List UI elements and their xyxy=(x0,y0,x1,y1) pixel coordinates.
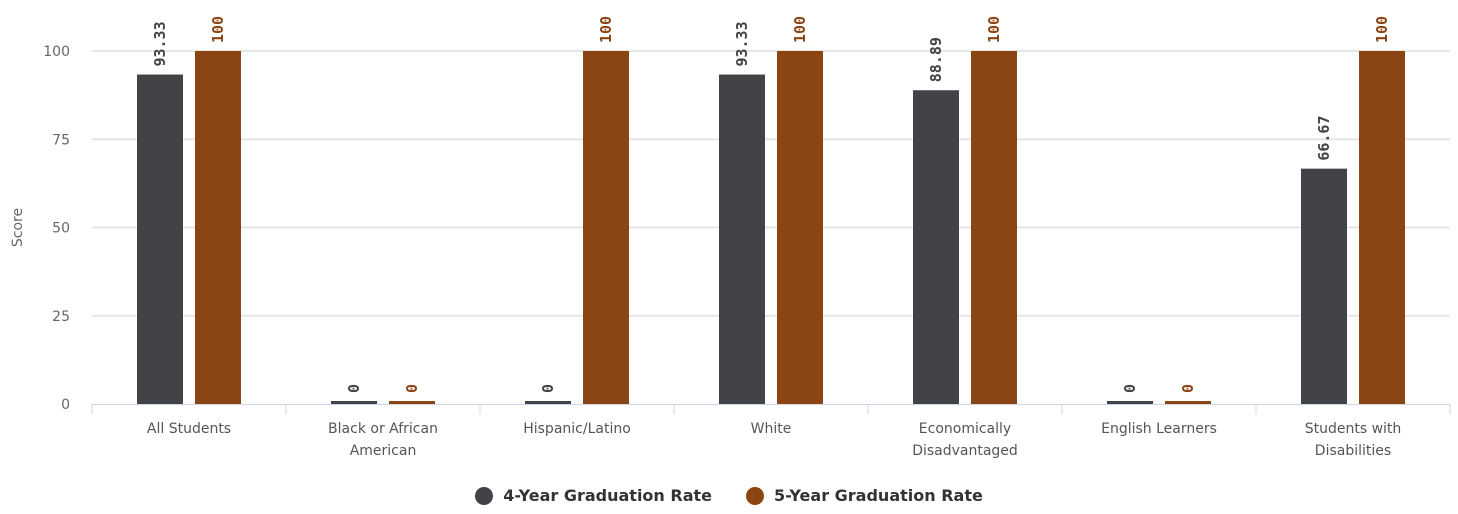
y-tick-label: 100 xyxy=(43,44,70,60)
data-label-5-year: 100 xyxy=(1373,16,1391,43)
bar-4-year xyxy=(913,90,959,405)
x-category-label: White xyxy=(751,421,792,437)
data-label-4-year: 93.33 xyxy=(151,21,169,66)
x-category-label-line: Black or African xyxy=(328,421,438,437)
x-category-label: All Students xyxy=(147,421,231,437)
y-tick-label: 50 xyxy=(52,221,70,237)
bar-5-year xyxy=(971,51,1017,404)
bar-4-year xyxy=(137,74,183,404)
data-label-4-year: 66.67 xyxy=(1315,115,1333,160)
y-axis-title: Score xyxy=(10,208,26,247)
x-category-label: English Learners xyxy=(1101,421,1217,437)
bar-5-year xyxy=(389,401,435,404)
data-label-5-year: 100 xyxy=(985,16,1003,43)
bar-5-year xyxy=(583,51,629,404)
bar-5-year xyxy=(1359,51,1405,404)
data-label-4-year: 0 xyxy=(539,384,557,393)
legend-item-4-year[interactable]: 4-Year Graduation Rate xyxy=(475,486,712,505)
bar-4-year xyxy=(1301,168,1347,404)
bar-chart: 0 25 50 75 100 Score All Students 93.33 100 Black… xyxy=(10,16,1451,459)
data-label-5-year: 100 xyxy=(791,16,809,43)
data-label-4-year: 0 xyxy=(345,384,363,393)
legend-label-5-year: 5-Year Graduation Rate xyxy=(774,486,983,505)
x-category-label-line: Disadvantaged xyxy=(912,443,1018,459)
data-label-5-year: 100 xyxy=(597,16,615,43)
data-label-5-year: 0 xyxy=(1179,384,1197,393)
x-category-label: Black or African American xyxy=(328,421,438,459)
x-category-label-line: English Learners xyxy=(1101,421,1217,437)
data-label-4-year: 93.33 xyxy=(733,21,751,66)
x-category-label-line: Students with xyxy=(1305,421,1402,437)
bar-4-year xyxy=(331,401,377,404)
x-category-label: Hispanic/Latino xyxy=(523,421,631,437)
y-tick-label: 0 xyxy=(61,397,70,413)
legend-marker-4-year xyxy=(475,486,494,505)
x-category-label: Economically Disadvantaged xyxy=(912,421,1018,459)
y-tick-label: 75 xyxy=(52,132,70,148)
legend-label-4-year: 4-Year Graduation Rate xyxy=(503,486,712,505)
bar-5-year xyxy=(777,51,823,404)
legend: 4-Year Graduation Rate 5-Year Graduation… xyxy=(0,486,1458,505)
y-tick-label: 25 xyxy=(52,309,70,325)
x-category-label-line: White xyxy=(751,421,792,437)
x-category-label: Students with Disabilities xyxy=(1305,421,1402,459)
data-label-5-year: 0 xyxy=(403,384,421,393)
x-category-label-line: All Students xyxy=(147,421,231,437)
bar-4-year xyxy=(525,401,571,404)
x-category-label-line: Hispanic/Latino xyxy=(523,421,631,437)
x-category-label-line: Economically xyxy=(919,421,1011,437)
bar-4-year xyxy=(719,74,765,404)
bar-4-year xyxy=(1107,401,1153,404)
x-category-label-line: American xyxy=(350,443,417,459)
data-label-4-year: 0 xyxy=(1121,384,1139,393)
bar-5-year xyxy=(195,51,241,404)
data-label-4-year: 88.89 xyxy=(927,37,945,82)
x-category-label-line: Disabilities xyxy=(1315,443,1391,459)
legend-item-5-year[interactable]: 5-Year Graduation Rate xyxy=(746,486,983,505)
bar-5-year xyxy=(1165,401,1211,404)
legend-marker-5-year xyxy=(746,486,764,505)
data-label-5-year: 100 xyxy=(209,16,227,43)
